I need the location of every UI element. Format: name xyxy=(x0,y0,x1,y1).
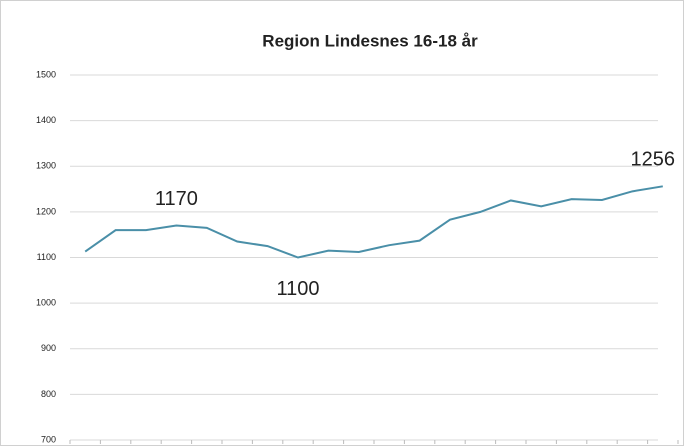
y-tick-label: 1000 xyxy=(36,298,56,308)
y-tick-label: 800 xyxy=(41,389,56,399)
y-tick-label: 1100 xyxy=(37,252,56,262)
y-tick-label: 1300 xyxy=(36,161,56,171)
y-tick-label: 700 xyxy=(41,434,56,444)
y-tick-label: 1200 xyxy=(36,206,56,216)
data-label: 1170 xyxy=(155,188,198,210)
data-label: 1256 xyxy=(631,149,676,171)
y-tick-label: 1400 xyxy=(36,115,56,125)
y-tick-label: 900 xyxy=(41,343,56,353)
chart-title: Region Lindesnes 16-18 år xyxy=(262,31,478,50)
y-tick-label: 1500 xyxy=(36,69,56,79)
line-series xyxy=(84,185,663,259)
data-label: 1100 xyxy=(276,278,319,300)
